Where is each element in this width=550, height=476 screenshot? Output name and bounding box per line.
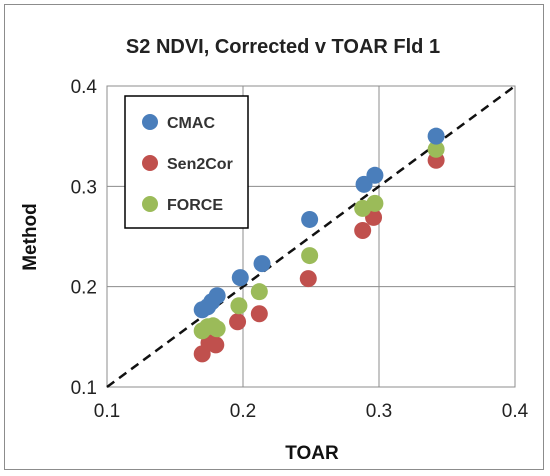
cmac-point	[366, 166, 384, 184]
sen2cor-point	[250, 305, 268, 323]
force-point	[250, 283, 268, 301]
one-to-one-reference-line	[106, 84, 516, 389]
cmac-point	[208, 287, 226, 305]
tick-labels: 0.1 0.2 0.3 0.4 0.1 0.2 0.3 0.4	[71, 77, 529, 422]
force-point	[301, 247, 319, 265]
sen2cor-point	[207, 336, 225, 354]
x-tick-label: 0.3	[366, 401, 392, 422]
y-tick-label: 0.2	[71, 278, 97, 299]
cmac-legend-marker	[142, 114, 158, 130]
force-legend-marker	[142, 196, 158, 212]
chart-title: S2 NDVI, Corrected v TOAR Fld 1	[126, 36, 440, 58]
y-axis-label: Method	[20, 203, 41, 271]
sen2cor-legend-marker	[142, 155, 158, 171]
force-point	[230, 297, 248, 315]
legend: CMAC Sen2Cor FORCE	[124, 95, 249, 229]
sen2cor-point	[229, 313, 247, 331]
y-tick-label: 0.1	[71, 378, 97, 399]
cmac-point	[231, 269, 249, 287]
y-tick-label: 0.4	[71, 77, 98, 98]
x-tick-label: 0.1	[94, 401, 120, 422]
x-axis-label: TOAR	[285, 443, 339, 464]
sen2cor-point	[299, 270, 317, 288]
force-legend-label: FORCE	[167, 197, 223, 214]
cmac-point	[427, 127, 445, 145]
force-point	[208, 320, 226, 338]
sen2cor-point	[354, 221, 372, 239]
force-point	[366, 194, 384, 212]
sen2cor-legend-label: Sen2Cor	[167, 156, 233, 173]
y-tick-label: 0.3	[71, 177, 97, 198]
force-point	[427, 140, 445, 158]
scatter-chart: S2 NDVI, Corrected v TOAR Fld 1 0.1 0.2 0.…	[20, 36, 529, 464]
cmac-point	[301, 210, 319, 228]
cmac-legend-label: CMAC	[167, 115, 215, 132]
x-tick-label: 0.2	[230, 401, 256, 422]
chart-frame: S2 NDVI, Corrected v TOAR Fld 1 0.1 0.2 0.…	[4, 4, 544, 470]
cmac-point	[253, 255, 271, 273]
x-tick-label: 0.4	[502, 401, 529, 422]
data-points	[193, 127, 445, 363]
plot-area	[106, 85, 516, 388]
